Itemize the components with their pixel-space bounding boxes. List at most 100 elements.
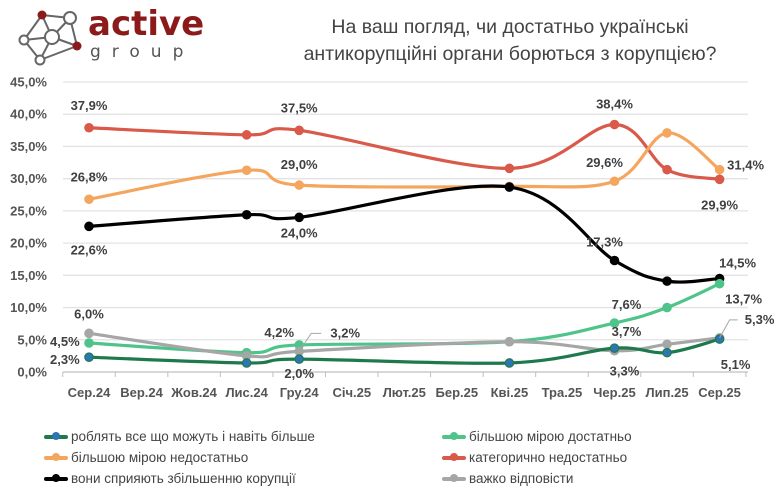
data-point bbox=[504, 336, 515, 347]
x-tick-label: Тра.25 bbox=[542, 385, 583, 400]
x-tick-label: Січ.25 bbox=[332, 385, 371, 400]
data-label: 13,7% bbox=[725, 292, 762, 307]
data-label: 6,0% bbox=[74, 306, 104, 321]
data-point bbox=[241, 165, 252, 176]
data-label: 26,8% bbox=[71, 169, 108, 184]
logo-subword: group bbox=[90, 42, 195, 62]
data-label: 37,9% bbox=[71, 98, 108, 113]
data-label: 24,0% bbox=[281, 225, 318, 240]
x-tick-label: Лют.25 bbox=[383, 385, 426, 400]
x-tick-label: Бер.25 bbox=[436, 385, 479, 400]
y-tick-label: 40,0% bbox=[10, 107, 47, 122]
x-tick-label: Кві.25 bbox=[491, 385, 529, 400]
data-label: 5,3% bbox=[745, 312, 775, 327]
chart-title: На ваш погляд, чи достатньо українські а… bbox=[260, 14, 760, 68]
legend-item: важко відповісти bbox=[442, 470, 742, 487]
y-tick-label: 45,0% bbox=[10, 75, 47, 90]
data-point bbox=[609, 176, 620, 187]
logo-icon bbox=[18, 10, 82, 66]
y-tick-label: 20,0% bbox=[10, 236, 47, 251]
data-label: 4,5% bbox=[50, 334, 80, 349]
series-line bbox=[87, 337, 722, 365]
data-point bbox=[504, 163, 515, 174]
legend-label: категорично недостатньо bbox=[469, 450, 628, 465]
x-tick-label: Вер.24 bbox=[120, 385, 163, 400]
x-tick-label: Лис.24 bbox=[225, 385, 268, 400]
data-point bbox=[84, 221, 94, 232]
data-label: 22,6% bbox=[71, 242, 108, 257]
data-point bbox=[84, 122, 94, 133]
data-label: 2,3% bbox=[50, 352, 80, 367]
data-label: 5,1% bbox=[721, 357, 751, 372]
data-point bbox=[504, 182, 515, 192]
data-label: 29,6% bbox=[586, 155, 623, 170]
y-tick-label: 5,0% bbox=[17, 332, 47, 347]
data-point bbox=[662, 302, 672, 313]
legend-swatch-icon bbox=[442, 473, 466, 482]
title-line-1: На ваш погляд, чи достатньо українські bbox=[331, 16, 689, 38]
data-point bbox=[662, 339, 672, 350]
legend-swatch-icon bbox=[442, 452, 466, 461]
legend-label: більшою мірою недостатньо bbox=[71, 450, 249, 465]
data-point bbox=[714, 334, 725, 344]
data-point bbox=[294, 212, 304, 223]
y-tick-label: 15,0% bbox=[10, 268, 47, 283]
y-tick-label: 10,0% bbox=[10, 300, 47, 315]
data-point bbox=[662, 164, 672, 175]
leader-line bbox=[298, 332, 322, 352]
title-line-2: антикорупційні органи борються з корупці… bbox=[303, 43, 717, 65]
data-point bbox=[714, 174, 725, 185]
data-label: 17,3% bbox=[586, 235, 623, 250]
data-label: 7,6% bbox=[612, 297, 642, 312]
series-line bbox=[87, 122, 722, 181]
legend: роблять все що можуть і навіть більше біл… bbox=[44, 428, 764, 487]
x-tick-label: Сер.24 bbox=[68, 385, 111, 400]
data-point bbox=[609, 318, 620, 328]
data-point bbox=[609, 343, 620, 353]
data-point bbox=[84, 328, 94, 339]
y-tick-label: 25,0% bbox=[10, 203, 47, 218]
data-label: 2,0% bbox=[284, 366, 314, 381]
x-tick-label: Сер.25 bbox=[698, 385, 741, 400]
data-point bbox=[609, 255, 620, 266]
data-point bbox=[241, 209, 252, 220]
data-point bbox=[662, 128, 672, 138]
data-point bbox=[609, 119, 620, 130]
series-line bbox=[87, 184, 722, 284]
data-point bbox=[84, 194, 94, 205]
data-label: 29,0% bbox=[281, 157, 318, 172]
data-label: 3,2% bbox=[330, 325, 360, 340]
legend-label: вони сприяють збільшенню корупції bbox=[71, 471, 296, 486]
legend-item: більшою мірою достатньо bbox=[442, 428, 742, 445]
y-tick-label: 35,0% bbox=[10, 139, 47, 154]
data-point bbox=[241, 130, 252, 140]
legend-swatch-icon bbox=[442, 431, 466, 440]
series-line bbox=[87, 282, 722, 355]
legend-item: вони сприяють збільшенню корупції bbox=[44, 470, 442, 487]
data-label: 29,9% bbox=[701, 197, 738, 212]
data-label: 4,2% bbox=[264, 325, 294, 340]
legend-label: більшою мірою достатньо bbox=[469, 429, 632, 444]
data-label: 37,5% bbox=[281, 100, 318, 115]
legend-label: важко відповісти bbox=[469, 471, 574, 486]
x-tick-label: Жов.24 bbox=[170, 385, 217, 400]
x-tick-label: Лип.25 bbox=[646, 385, 689, 400]
data-label: 31,4% bbox=[727, 158, 764, 173]
x-tick-label: Чер.25 bbox=[593, 385, 635, 400]
x-tick-label: Гру.24 bbox=[280, 385, 320, 400]
legend-label: роблять все що можуть і навіть більше bbox=[71, 429, 315, 444]
series-line bbox=[87, 131, 722, 201]
legend-swatch-icon bbox=[44, 473, 68, 482]
leader-line bbox=[719, 319, 738, 339]
data-point bbox=[294, 354, 304, 364]
data-label: 14,5% bbox=[719, 256, 756, 271]
data-point bbox=[84, 338, 94, 348]
legend-swatch-icon bbox=[44, 452, 68, 461]
data-point bbox=[714, 164, 725, 175]
data-point bbox=[84, 352, 94, 362]
legend-swatch-icon bbox=[44, 431, 68, 440]
legend-item: більшою мірою недостатньо bbox=[44, 449, 442, 466]
data-point bbox=[241, 358, 252, 368]
data-point bbox=[714, 278, 725, 289]
